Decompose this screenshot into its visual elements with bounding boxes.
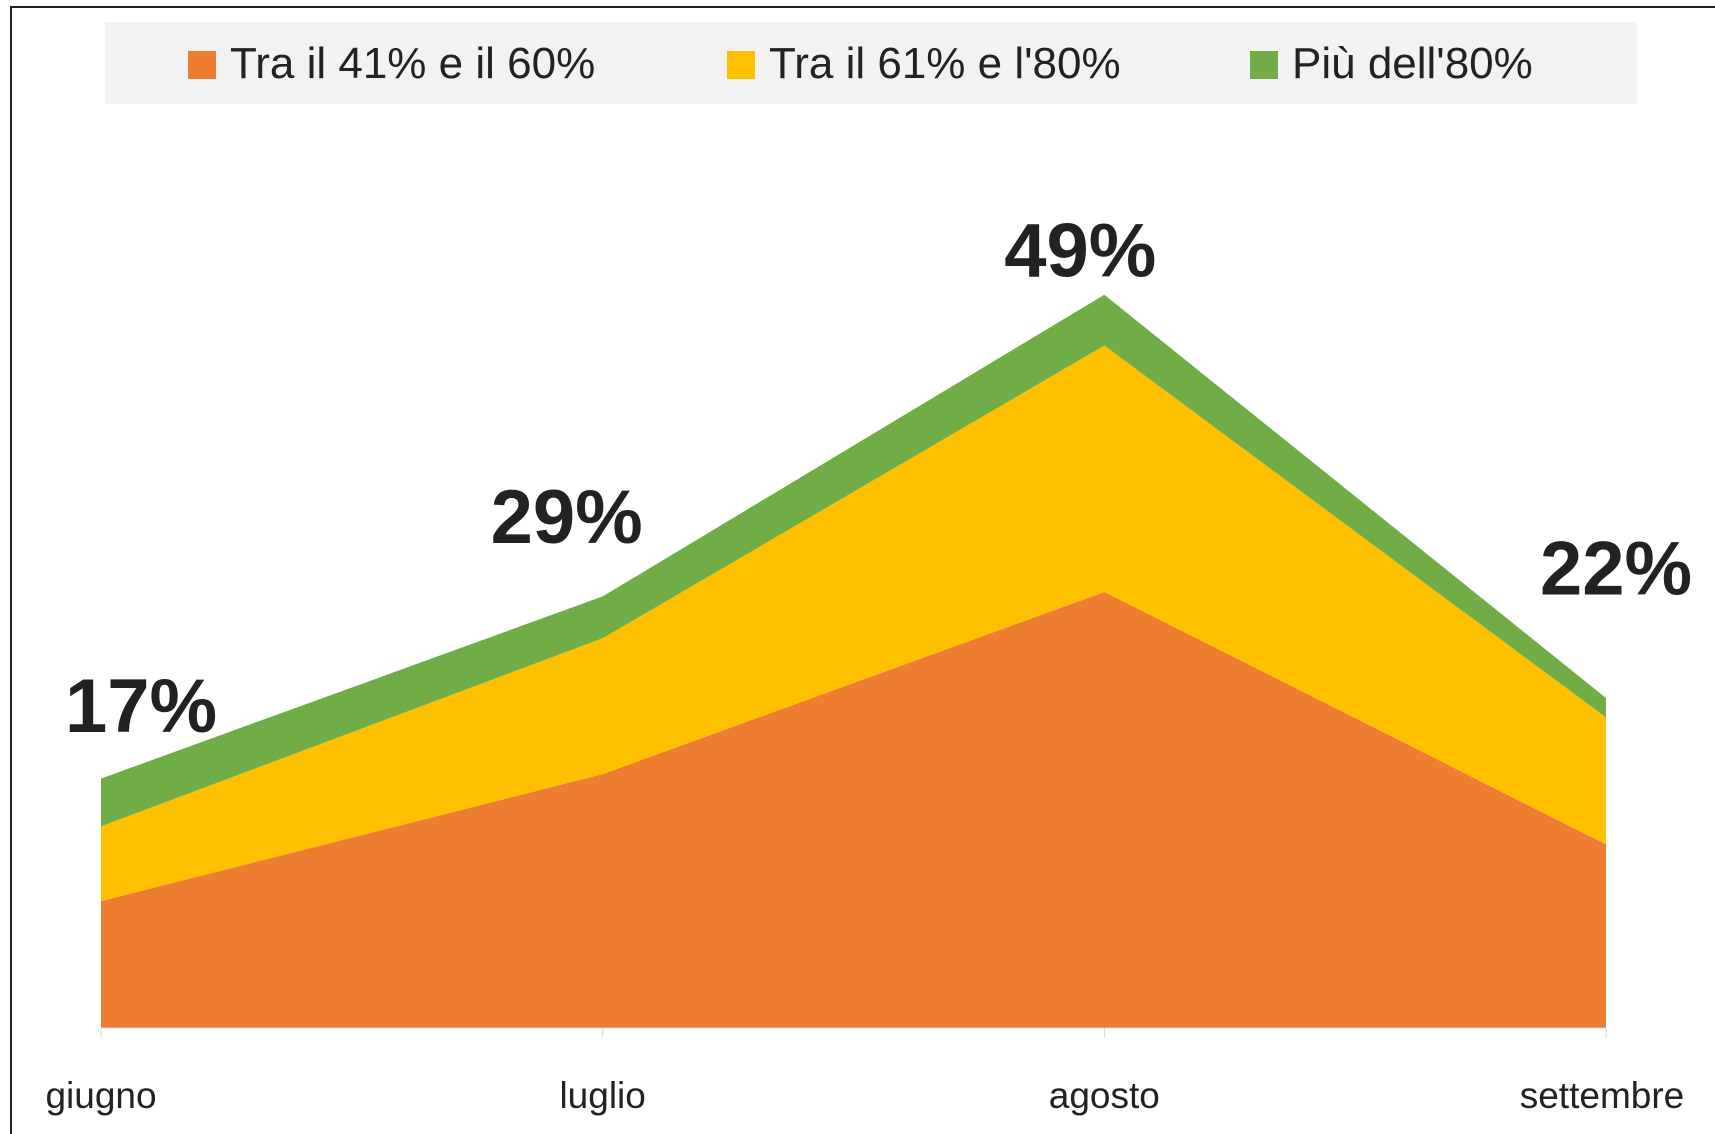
x-tick-label: agosto — [1049, 1075, 1160, 1116]
legend-swatch — [727, 51, 755, 79]
legend-label: Tra il 41% e il 60% — [230, 39, 595, 88]
area — [101, 591, 1606, 1028]
legend-label: Più dell'80% — [1292, 39, 1533, 88]
total-label: 22% — [1540, 526, 1692, 611]
x-tick-label: settembre — [1520, 1075, 1685, 1116]
total-label: 17% — [65, 664, 217, 749]
total-label: 49% — [1004, 208, 1156, 293]
legend-swatch — [1250, 51, 1278, 79]
area — [101, 294, 1606, 827]
total-label: 29% — [491, 475, 643, 560]
x-tick-label: giugno — [45, 1075, 156, 1116]
area — [101, 345, 1606, 902]
legend-label: Tra il 61% e l'80% — [769, 39, 1121, 88]
legend-box — [105, 22, 1637, 104]
legend-swatch — [188, 51, 216, 79]
chart-frame — [10, 6, 1715, 1134]
x-tick-label: luglio — [559, 1075, 645, 1116]
